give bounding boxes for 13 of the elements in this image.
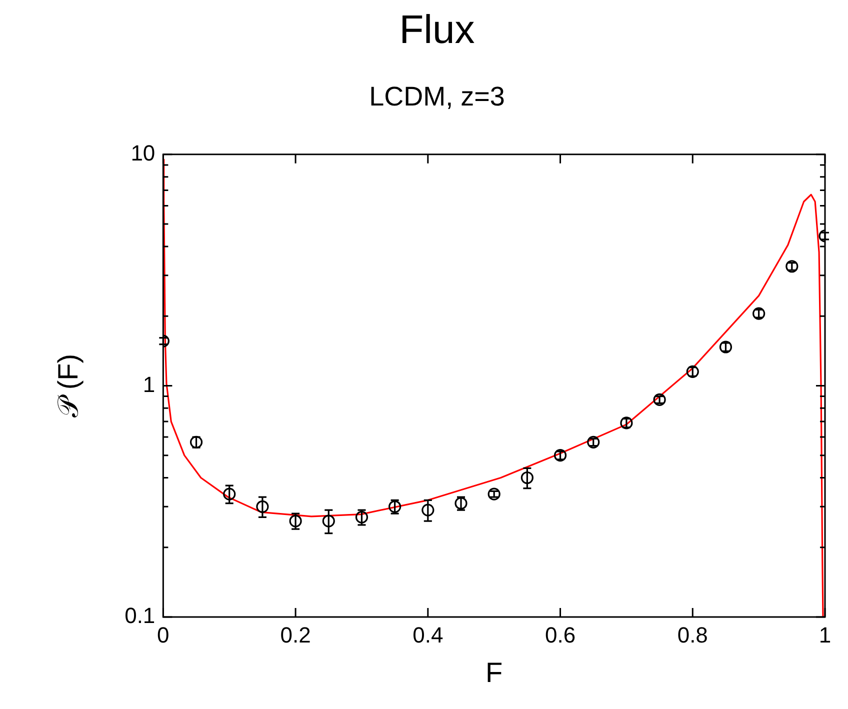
x-tick-label: 0.6 [544,622,576,648]
x-tick-label: 0 [157,622,170,648]
x-tick-label: 0.8 [677,622,708,648]
y-tick-label: 1 [142,372,156,397]
y-tick-label: 10 [130,140,156,166]
x-axis-title: F [486,656,503,688]
chart-title: Flux [399,8,475,52]
chart-subtitle: LCDM, z=3 [369,82,505,112]
x-tick-label: 1 [818,622,832,648]
x-tick-label: 0.4 [412,622,444,648]
x-tick-label: 0.2 [280,622,311,648]
y-tick-label: 0.1 [124,603,156,628]
y-axis-title: 𝒫 (F) [52,354,84,418]
